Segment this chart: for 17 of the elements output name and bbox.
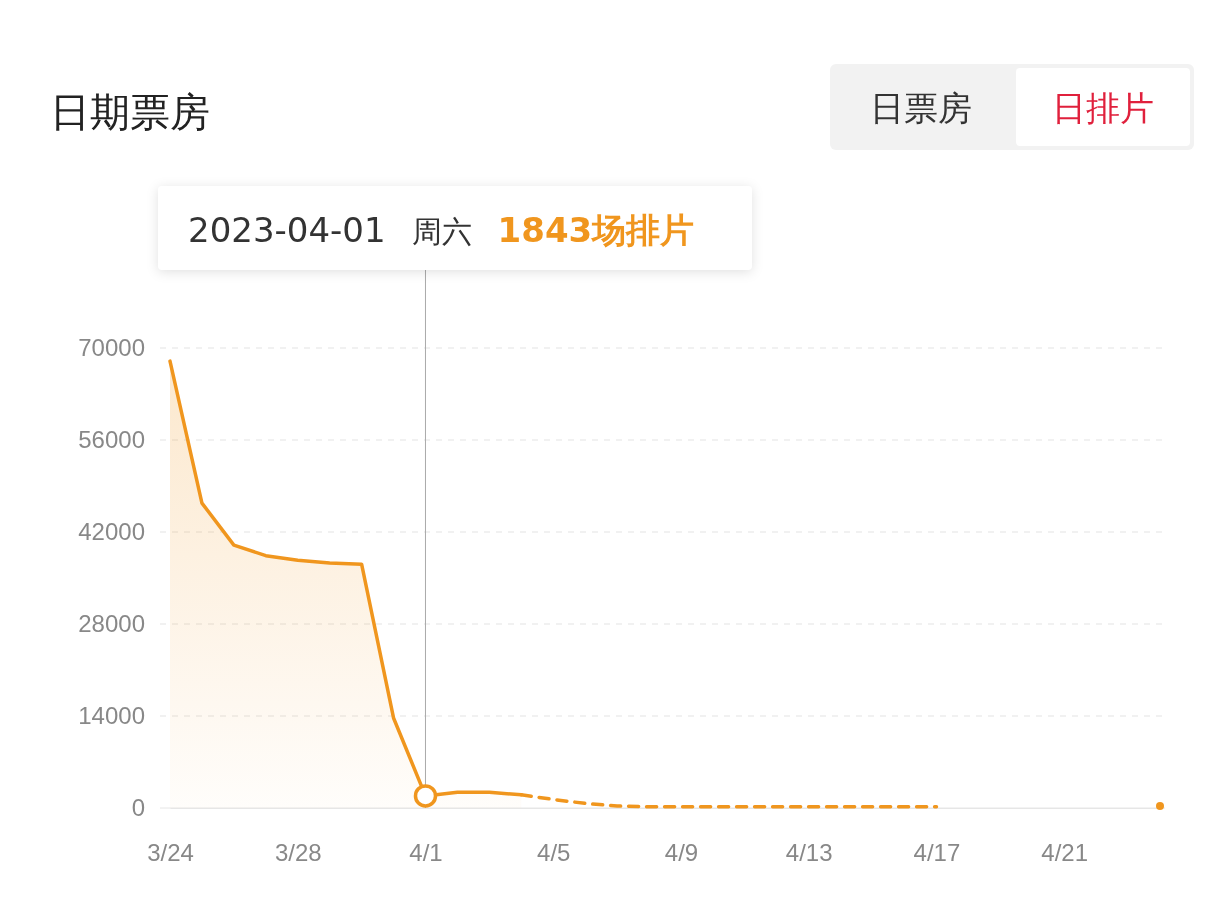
text: 2023-04-01 周六 1843场排片 — [188, 210, 695, 250]
x-tick-label: 4/9 — [664, 839, 699, 867]
x-tick-label: 4/13 — [785, 839, 833, 867]
toggle-switch: 日票房 日排片 — [830, 64, 1194, 150]
x-tick-label: 4/1 — [409, 839, 443, 867]
y-tick-label: 70000 — [78, 334, 145, 362]
x-tick-label: 4/5 — [537, 839, 571, 867]
x-tick-label: 3/24 — [147, 839, 194, 867]
y-tick-label: 42000 — [78, 518, 145, 546]
x-tick-label: 4/21 — [1041, 839, 1089, 867]
chart-title: 日期票房 — [50, 89, 210, 135]
y-tick-label: 28000 — [78, 610, 145, 638]
x-tick-label: 3/28 — [274, 839, 322, 867]
y-tick-label: 56000 — [78, 426, 145, 454]
x-tick-label: 4/17 — [913, 839, 961, 867]
y-tick-label: 0 — [131, 794, 145, 822]
y-tick-label: 14000 — [78, 702, 145, 730]
